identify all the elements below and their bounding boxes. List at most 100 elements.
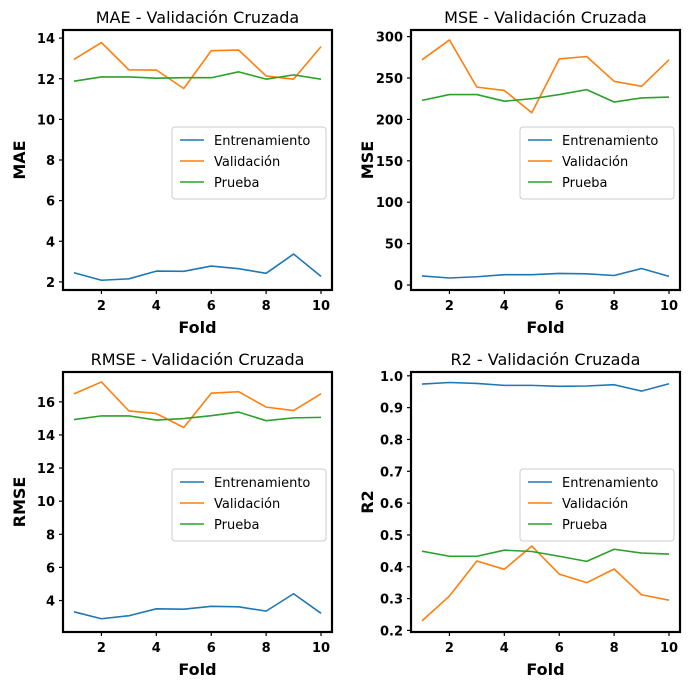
x-tick-label: 8	[610, 299, 619, 314]
y-tick-label: 8	[46, 528, 55, 543]
legend-box	[519, 468, 675, 542]
legend-label: Entrenamiento	[214, 476, 310, 491]
y-tick-label: 2	[46, 276, 55, 291]
y-tick-label: 150	[376, 155, 403, 170]
series-line-prueba	[421, 88, 670, 103]
y-tick-label: 0.6	[380, 497, 403, 512]
series-line-entrenamiento	[73, 253, 322, 282]
series-line-validacion	[421, 39, 670, 114]
x-tick-label: 2	[445, 641, 454, 656]
legend-label: Prueba	[214, 518, 259, 533]
legend: Entrenamiento Validación Prueba	[519, 468, 675, 542]
x-tick-label: 6	[555, 299, 564, 314]
y-axis-label: R2	[358, 490, 377, 513]
y-tick-label: 12	[37, 462, 55, 477]
x-tick-label: 8	[262, 641, 271, 656]
legend-label: Entrenamiento	[562, 134, 658, 149]
y-tick-label: 6	[46, 561, 55, 576]
legend-label: Validación	[562, 155, 628, 170]
y-tick-label: 0.4	[380, 561, 403, 576]
series-line-validacion	[73, 41, 322, 90]
y-tick-label: 0.7	[380, 465, 403, 480]
y-axis-label: MSE	[358, 141, 377, 179]
y-tick-label: 1.0	[380, 370, 403, 385]
y-axis-label: MAE	[10, 140, 29, 179]
x-tick-label: 10	[312, 641, 330, 656]
x-axis-label: Fold	[178, 660, 216, 679]
y-tick-label: 0.2	[380, 624, 403, 639]
y-tick-label: 12	[37, 73, 55, 88]
y-tick-label: 0.8	[380, 433, 403, 448]
x-tick-label: 6	[555, 641, 564, 656]
x-axis-label: Fold	[178, 318, 216, 337]
x-axis-label: Fold	[526, 660, 564, 679]
series-line-validacion	[421, 545, 670, 622]
series-line-prueba	[73, 411, 322, 422]
legend: Entrenamiento Validación Prueba	[171, 126, 327, 200]
legend-label: Validación	[214, 497, 280, 512]
chart-title: MSE - Validación Cruzada	[444, 8, 647, 27]
y-tick-label: 10	[37, 495, 55, 510]
x-tick-label: 4	[500, 299, 509, 314]
chart-title: MAE - Validación Cruzada	[96, 8, 299, 27]
series-line-entrenamiento	[421, 267, 670, 279]
series-line-prueba	[421, 548, 670, 563]
series-line-validacion	[73, 381, 322, 429]
legend-label: Prueba	[562, 518, 607, 533]
chart-panel-rmse: RMSE - Validación Cruzada 2 4 6 8 10 4 6 8 10 12 14…	[10, 350, 334, 679]
x-tick-label: 4	[152, 299, 161, 314]
x-tick-label: 8	[262, 299, 271, 314]
legend: Entrenamiento Validación Prueba	[519, 126, 675, 200]
chart-panel-r2: R2 - Validación Cruzada 2 4 6 8 10 0.2 0.3 0.4 0.…	[358, 350, 682, 679]
y-tick-label: 16	[37, 396, 55, 411]
series-line-prueba	[73, 71, 322, 82]
y-tick-label: 4	[46, 235, 55, 250]
y-tick-label: 200	[376, 113, 403, 128]
legend-box	[171, 126, 327, 200]
series-line-entrenamiento	[73, 592, 322, 620]
chart-panel-mae: MAE - Validación Cruzada 2 4 6 8 10 2 4 6 8 10 12 14…	[10, 8, 334, 337]
x-axis-label: Fold	[526, 318, 564, 337]
legend-box	[519, 126, 675, 200]
x-tick-label: 10	[660, 299, 678, 314]
x-tick-label: 4	[152, 641, 161, 656]
y-tick-label: 4	[46, 595, 55, 610]
x-tick-label: 6	[207, 641, 216, 656]
series-line-entrenamiento	[421, 381, 670, 392]
legend-label: Prueba	[214, 176, 259, 191]
y-tick-label: 0.3	[380, 593, 403, 608]
y-tick-label: 10	[37, 113, 55, 128]
axes-frame	[61, 370, 334, 634]
axes-frame	[409, 28, 682, 292]
chart-title: R2 - Validación Cruzada	[451, 350, 641, 369]
legend-label: Validación	[562, 497, 628, 512]
y-tick-label: 100	[376, 196, 403, 211]
x-tick-label: 10	[660, 641, 678, 656]
y-tick-label: 6	[46, 195, 55, 210]
x-tick-label: 2	[97, 299, 106, 314]
y-tick-label: 300	[376, 31, 403, 46]
y-axis-label: RMSE	[10, 477, 29, 528]
x-tick-label: 8	[610, 641, 619, 656]
y-tick-label: 250	[376, 72, 403, 87]
y-tick-label: 0	[394, 279, 403, 294]
legend-label: Validación	[214, 155, 280, 170]
y-tick-label: 0.9	[380, 402, 403, 417]
x-tick-label: 2	[97, 641, 106, 656]
legend-label: Entrenamiento	[214, 134, 310, 149]
x-tick-label: 2	[445, 299, 454, 314]
legend: Entrenamiento Validación Prueba	[171, 468, 327, 542]
y-tick-label: 0.5	[380, 529, 403, 544]
axes-frame	[409, 370, 682, 634]
chart-title: RMSE - Validación Cruzada	[91, 350, 305, 369]
legend-label: Prueba	[562, 176, 607, 191]
legend-box	[171, 468, 327, 542]
x-tick-label: 10	[312, 299, 330, 314]
y-tick-label: 14	[37, 32, 55, 47]
y-tick-label: 50	[385, 238, 403, 253]
x-tick-label: 4	[500, 641, 509, 656]
x-tick-label: 6	[207, 299, 216, 314]
y-tick-label: 8	[46, 154, 55, 169]
